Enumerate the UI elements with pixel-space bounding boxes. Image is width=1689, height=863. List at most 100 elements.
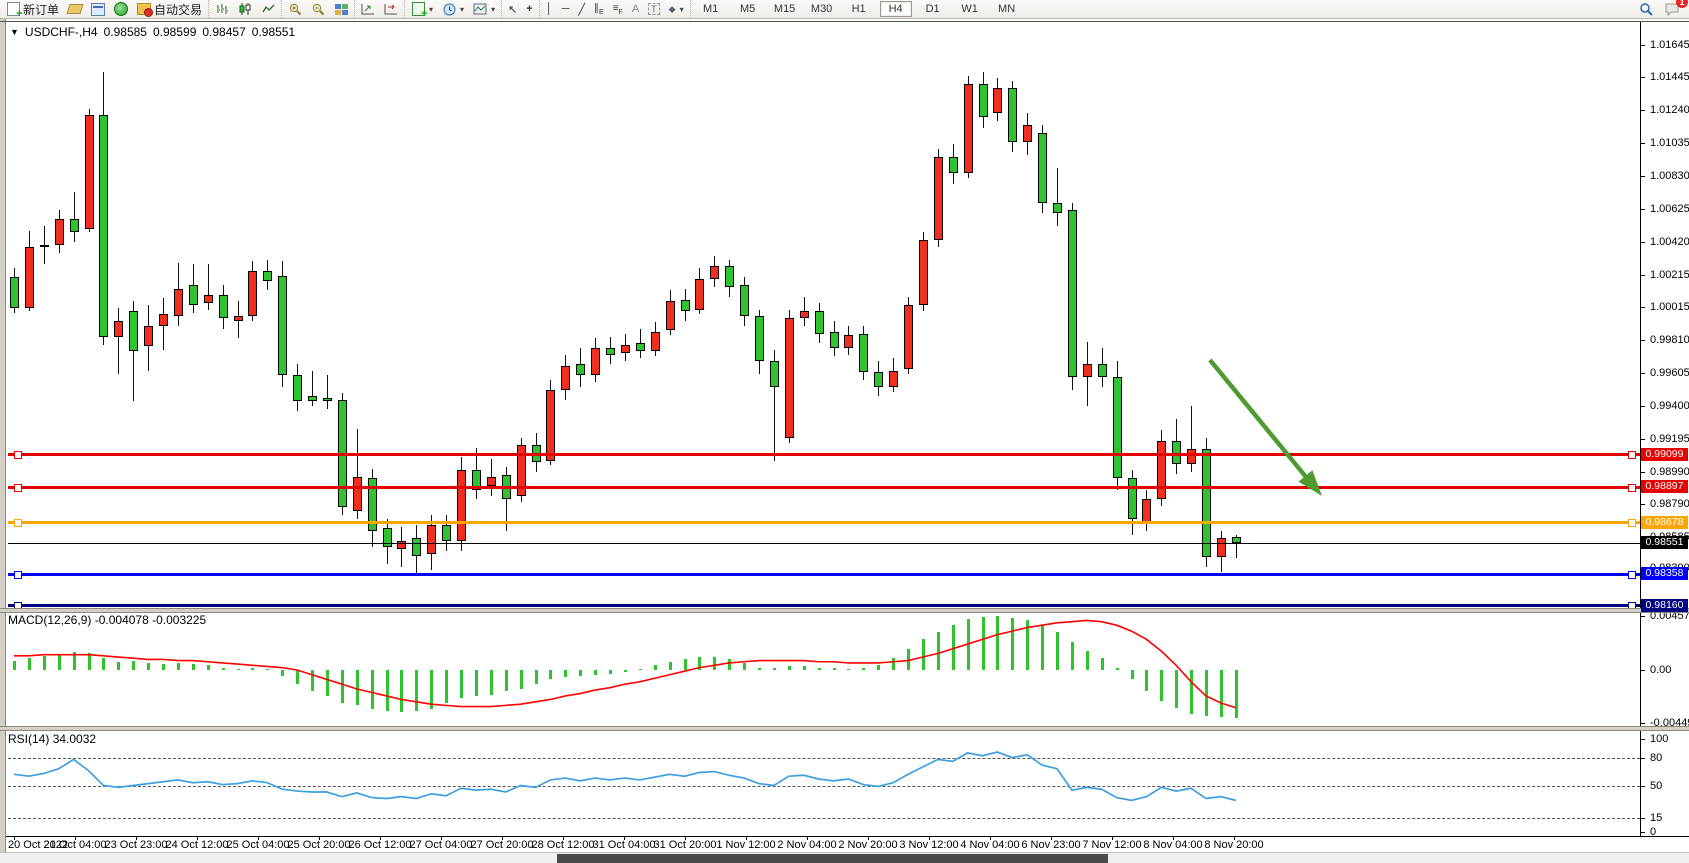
time-tick-mark xyxy=(380,836,381,840)
candle-bullish xyxy=(784,317,794,439)
chart-window-button[interactable] xyxy=(89,1,107,17)
trend-arrow-annotation[interactable] xyxy=(1208,358,1308,479)
symbol-dropdown-icon[interactable]: ▼ xyxy=(10,27,19,37)
horizontal-level-line-0.98160[interactable] xyxy=(8,604,1640,608)
macd-tick-label: -0.004491 xyxy=(1650,716,1689,729)
shapes-caret-icon[interactable]: ▾ xyxy=(679,4,684,14)
horizontal-scrollbar[interactable] xyxy=(0,852,1689,863)
price-tick-label: 0.99810 xyxy=(1650,334,1689,347)
timeframe-button-m5[interactable]: M5 xyxy=(739,3,756,15)
price-tag-0.98678: 0.98678 xyxy=(1641,515,1688,529)
timeframe-button-d1[interactable]: D1 xyxy=(925,3,940,15)
tile-windows-button[interactable] xyxy=(332,1,350,17)
macd-tick-mark xyxy=(1640,670,1645,671)
channel-tool-button[interactable]: ∥E xyxy=(592,1,606,17)
price-tick-label: 1.01445 xyxy=(1650,71,1689,84)
candle-wick xyxy=(73,192,75,242)
panel-separator-macd[interactable] xyxy=(0,608,1689,613)
cursor-arrow-icon: ↖ xyxy=(508,3,518,16)
new-order-button[interactable]: + 新订单 xyxy=(4,1,61,20)
macd-histogram-bar xyxy=(281,670,285,676)
macd-histogram-bar xyxy=(385,670,389,712)
vline-tool-button[interactable]: │ xyxy=(544,1,555,17)
search-button[interactable] xyxy=(1637,1,1655,17)
line-handle-right[interactable] xyxy=(1628,451,1636,460)
hline-tool-button[interactable]: ─ xyxy=(560,1,572,17)
line-handle-left[interactable] xyxy=(14,519,22,528)
candle-bearish xyxy=(308,396,317,402)
vertical-line-icon: │ xyxy=(545,3,553,15)
signals-button[interactable] xyxy=(112,1,130,17)
candle-bearish xyxy=(1097,364,1107,378)
horizontal-level-line-0.98358[interactable] xyxy=(8,572,1640,576)
rsi-tick-label: 100 xyxy=(1650,733,1669,745)
panel-separator-rsi[interactable] xyxy=(0,726,1689,731)
horizontal-level-line-0.98897[interactable] xyxy=(8,485,1640,489)
candle-bullish xyxy=(1142,499,1152,522)
scrollbar-thumb[interactable] xyxy=(557,854,1108,863)
rsi-tick-label: 80 xyxy=(1650,751,1663,764)
notifications-button[interactable]: 1 xyxy=(1663,0,1688,17)
symbol-timeframe-label: USDCHF-,H4 xyxy=(24,25,98,39)
fibonacci-tool-button[interactable]: ≡F xyxy=(611,1,625,17)
horizontal-level-line-0.98678[interactable] xyxy=(8,521,1640,525)
horizontal-level-line-0.99099[interactable] xyxy=(8,453,1640,457)
line-chart-button[interactable] xyxy=(259,1,277,17)
line-handle-right[interactable] xyxy=(1628,483,1636,492)
text-label-icon: T xyxy=(648,3,660,15)
shapes-tool-button[interactable]: ◆ ▾ xyxy=(667,1,686,17)
candlestick-button[interactable] xyxy=(236,1,254,17)
zoom-out-button[interactable] xyxy=(309,1,327,17)
line-handle-left[interactable] xyxy=(14,570,22,579)
macd-histogram-bar xyxy=(147,662,151,670)
crosshair-icon: + xyxy=(526,3,533,15)
macd-histogram-bar xyxy=(1056,632,1059,670)
templates-button[interactable]: ▾ xyxy=(471,1,497,17)
horizontal-level-line-0.98551[interactable] xyxy=(8,542,1640,544)
periods-caret-icon[interactable]: ▾ xyxy=(460,4,465,14)
periods-button[interactable]: ▾ xyxy=(440,1,466,17)
timeframe-button-mn[interactable]: MN xyxy=(998,3,1016,15)
templates-caret-icon[interactable]: ▾ xyxy=(491,4,496,14)
timeframe-button-h4[interactable]: H4 xyxy=(879,1,912,17)
line-handle-left[interactable] xyxy=(14,451,22,460)
autotrade-button[interactable]: 自动交易 xyxy=(135,1,204,17)
candle-wick xyxy=(356,428,358,519)
candle-bullish xyxy=(918,240,928,305)
price-tick-label: 0.99605 xyxy=(1650,367,1689,380)
cursor-tool-button[interactable]: ↖ xyxy=(506,1,519,17)
candle-bearish xyxy=(382,528,392,548)
timeframe-button-h1[interactable]: H1 xyxy=(851,3,866,15)
candle-wick xyxy=(773,349,775,461)
time-tick-mark xyxy=(563,836,564,840)
timeframe-button-m1[interactable]: M1 xyxy=(702,3,719,15)
window-left-frame xyxy=(0,18,6,863)
chart-shift-button[interactable] xyxy=(382,1,400,17)
indicators-button[interactable]: + ▾ xyxy=(409,1,435,20)
indicators-caret-icon[interactable]: ▾ xyxy=(429,4,434,14)
horizontal-line-icon: ─ xyxy=(561,3,570,15)
rsi-tick-mark xyxy=(1640,785,1645,787)
auto-scroll-button[interactable] xyxy=(359,1,377,17)
line-handle-right[interactable] xyxy=(1628,570,1636,579)
line-handle-right[interactable] xyxy=(1628,519,1636,528)
candle-bullish xyxy=(427,524,437,554)
bar-chart-button[interactable] xyxy=(213,1,231,17)
price-tick-mark xyxy=(1640,471,1645,473)
macd-histogram-bar xyxy=(1175,670,1179,708)
time-tick-mark xyxy=(441,836,442,840)
text-tool-button[interactable]: A xyxy=(630,1,641,17)
macd-histogram-bar xyxy=(549,670,553,680)
cursor-mode-button[interactable] xyxy=(66,1,84,17)
chart-shift-icon xyxy=(384,3,398,16)
macd-histogram-bar xyxy=(355,670,359,706)
candle-bearish xyxy=(874,372,884,387)
crosshair-tool-button[interactable]: + xyxy=(524,1,534,17)
zoom-in-button[interactable] xyxy=(286,1,304,17)
label-tool-button[interactable]: T xyxy=(646,1,662,17)
trendline-tool-button[interactable]: ╱ xyxy=(576,1,587,17)
timeframe-button-m15[interactable]: M15 xyxy=(773,3,796,15)
timeframe-button-m30[interactable]: M30 xyxy=(810,3,833,15)
timeframe-button-w1[interactable]: W1 xyxy=(961,3,978,15)
line-handle-left[interactable] xyxy=(14,483,22,492)
